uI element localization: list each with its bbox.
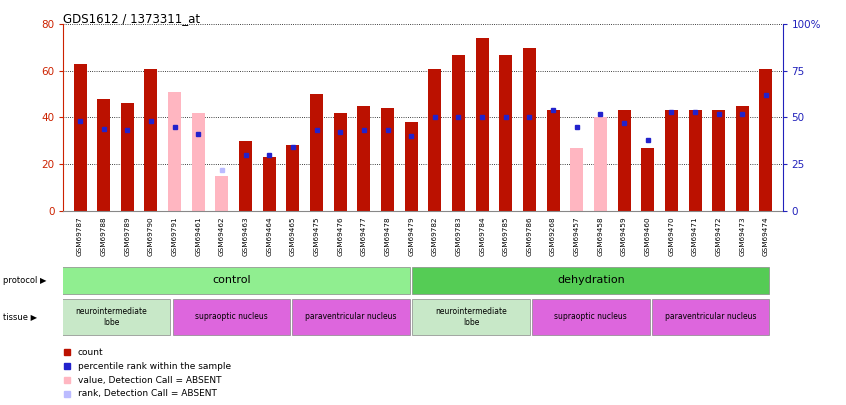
Bar	[173, 299, 290, 335]
Bar	[121, 103, 134, 211]
Bar	[452, 55, 465, 211]
Bar	[263, 157, 276, 211]
Bar	[293, 299, 409, 335]
Bar	[381, 108, 394, 211]
Text: protocol ▶: protocol ▶	[3, 276, 46, 285]
Bar	[333, 113, 347, 211]
Bar	[523, 47, 536, 211]
Bar	[412, 267, 769, 294]
Bar	[652, 299, 769, 335]
Text: neurointermediate
lobe: neurointermediate lobe	[435, 307, 507, 326]
Bar	[618, 111, 630, 211]
Bar	[239, 141, 252, 211]
Bar	[192, 113, 205, 211]
Text: percentile rank within the sample: percentile rank within the sample	[78, 362, 231, 371]
Text: GDS1612 / 1373311_at: GDS1612 / 1373311_at	[63, 12, 201, 25]
Bar	[97, 99, 110, 211]
Bar	[357, 106, 371, 211]
Bar	[665, 111, 678, 211]
Bar	[216, 176, 228, 211]
Text: supraoptic nucleus: supraoptic nucleus	[195, 312, 267, 322]
Bar	[145, 68, 157, 211]
Bar	[168, 92, 181, 211]
Bar	[532, 299, 650, 335]
Text: supraoptic nucleus: supraoptic nucleus	[554, 312, 627, 322]
Bar	[570, 148, 583, 211]
Bar	[499, 55, 513, 211]
Bar	[52, 299, 170, 335]
Text: value, Detection Call = ABSENT: value, Detection Call = ABSENT	[78, 375, 222, 384]
Bar	[712, 111, 725, 211]
Bar	[412, 299, 530, 335]
Bar	[736, 106, 749, 211]
Text: tissue ▶: tissue ▶	[3, 312, 36, 322]
Text: paraventricular nucleus: paraventricular nucleus	[305, 312, 397, 322]
Bar	[52, 267, 409, 294]
Bar	[594, 117, 607, 211]
Bar	[404, 122, 418, 211]
Bar	[547, 111, 559, 211]
Bar	[310, 94, 323, 211]
Bar	[475, 38, 489, 211]
Bar	[428, 68, 442, 211]
Text: count: count	[78, 347, 103, 357]
Text: neurointermediate
lobe: neurointermediate lobe	[75, 307, 147, 326]
Text: control: control	[212, 275, 250, 286]
Text: paraventricular nucleus: paraventricular nucleus	[665, 312, 756, 322]
Text: dehydration: dehydration	[557, 275, 624, 286]
Bar	[641, 148, 654, 211]
Bar	[760, 68, 772, 211]
Bar	[287, 145, 299, 211]
Text: rank, Detection Call = ABSENT: rank, Detection Call = ABSENT	[78, 390, 217, 399]
Bar	[689, 111, 701, 211]
Bar	[74, 64, 86, 211]
